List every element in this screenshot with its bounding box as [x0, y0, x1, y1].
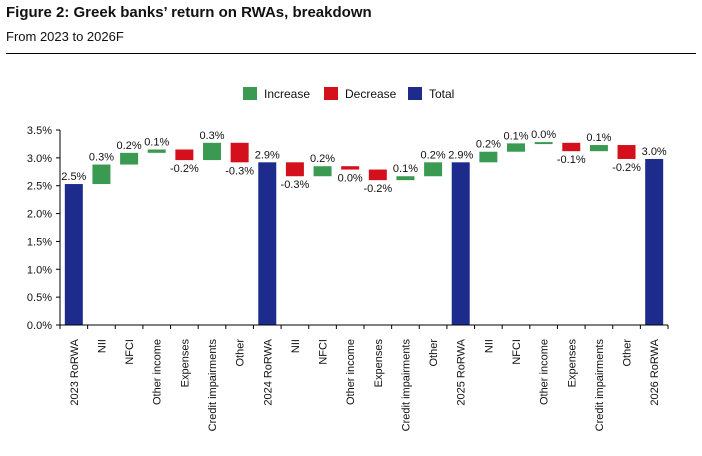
- bar-decrease: [341, 166, 360, 170]
- x-tick-label: 2026 RoRWA: [649, 338, 661, 405]
- bar-data-label: -0.3%: [225, 165, 254, 177]
- bar-increase: [203, 142, 221, 161]
- bar-decrease: [175, 149, 194, 161]
- bar-data-label: -0.2%: [170, 163, 199, 175]
- bar-decrease: [230, 142, 249, 163]
- x-tick-label: Credit impairments: [400, 339, 412, 432]
- x-tick-label: Other: [428, 339, 440, 367]
- bar-increase: [589, 145, 608, 152]
- bar-decrease: [368, 169, 387, 181]
- bar-increase: [120, 152, 139, 165]
- chart-subtitle: From 2023 to 2026F: [6, 29, 124, 44]
- x-tick-label: NFCI: [511, 339, 523, 365]
- x-tick-label: NII: [96, 339, 108, 353]
- bars: 2.5%0.3%0.2% 0.1%-0.2%0.3%-0.3%2.9%-0.3%0…: [61, 129, 667, 325]
- bar-data-label: -0.2%: [612, 162, 641, 174]
- x-axis: 2023 RoRWA NII NFCI Other income Expenses Cre…: [59, 324, 669, 432]
- legend-swatch-total: [408, 87, 422, 100]
- bar-data-label: -0.1%: [557, 154, 586, 166]
- x-tick-label: Other: [235, 339, 247, 367]
- x-tick-label: Credit impairments: [594, 339, 606, 432]
- legend-label-decrease: Decrease: [345, 87, 397, 101]
- bar-increase: [147, 149, 166, 153]
- x-tick-label: NII: [290, 339, 302, 353]
- x-tick-label: 2024 RoRWA: [262, 338, 274, 405]
- y-tick-label: 1.0%: [27, 264, 52, 276]
- bar-increase: [92, 164, 111, 185]
- bar-data-label: 0.2%: [117, 140, 142, 152]
- bar-data-label: 0.0%: [531, 129, 556, 141]
- bar-increase: [313, 166, 332, 177]
- bar-increase: [534, 142, 553, 145]
- bar-increase: [479, 151, 498, 163]
- x-tick-label: 2023 RoRWA: [69, 338, 81, 405]
- bar-data-label: 2.5%: [61, 171, 86, 183]
- bar-total: [451, 162, 470, 325]
- bar-data-label: 0.3%: [199, 130, 224, 142]
- bar-data-label: 0.1%: [586, 132, 611, 144]
- bar-data-label: 0.2%: [310, 153, 335, 165]
- y-tick-label: 3.5%: [27, 125, 52, 137]
- legend-swatch-increase: [243, 87, 257, 100]
- legend-label-increase: Increase: [264, 87, 310, 101]
- bar-total: [645, 158, 664, 325]
- x-tick-label: Other income: [539, 339, 551, 405]
- bar-increase: [424, 162, 443, 177]
- bar-data-label: 3.0%: [642, 146, 667, 158]
- title-divider: [6, 53, 696, 54]
- bar-data-label: 0.3%: [89, 152, 114, 164]
- bar-data-label: 2.9%: [255, 149, 280, 161]
- y-tick-label: 0.5%: [27, 292, 52, 304]
- bar-data-label: 0.2%: [421, 149, 446, 161]
- chart-title: Figure 2: Greek banks’ return on RWAs, b…: [6, 4, 372, 21]
- bar-decrease: [562, 142, 581, 152]
- bar-total: [64, 184, 83, 325]
- x-tick-label: Expenses: [566, 339, 578, 388]
- bar-data-label: 0.2%: [476, 139, 501, 151]
- bar-total: [258, 162, 277, 325]
- bar-data-label: -0.2%: [363, 183, 392, 195]
- x-tick-label: NFCI: [124, 339, 136, 365]
- bar-data-label: 0.1%: [144, 137, 169, 149]
- x-tick-label: Other: [622, 339, 634, 367]
- y-tick-label: 2.0%: [27, 209, 52, 221]
- legend-label-total: Total: [429, 87, 454, 101]
- y-axis: 0.0% 0.5% 1.0% 1.5% 2.0% 2.5% 3.0% 3.5%: [27, 125, 61, 332]
- x-tick-label: Expenses: [179, 339, 191, 388]
- x-tick-label: NII: [483, 339, 495, 353]
- bar-data-label: 0.0%: [338, 173, 363, 185]
- bar-decrease: [617, 145, 636, 159]
- bar-data-label: 0.1%: [393, 163, 418, 175]
- bar-decrease: [285, 162, 304, 177]
- x-tick-label: Credit impairments: [207, 339, 219, 432]
- x-tick-label: Other income: [152, 339, 164, 405]
- y-tick-label: 1.5%: [27, 236, 52, 248]
- y-tick-label: 2.5%: [27, 181, 52, 193]
- bar-increase: [396, 176, 415, 181]
- x-tick-label: Expenses: [373, 339, 385, 388]
- legend: Increase Decrease Total: [243, 87, 454, 101]
- bar-data-label: -0.3%: [281, 179, 310, 191]
- y-tick-label: 3.0%: [27, 153, 52, 165]
- x-tick-label: Other income: [345, 339, 357, 405]
- bar-data-label: 2.9%: [448, 149, 473, 161]
- bar-increase: [507, 143, 525, 152]
- x-tick-label: NFCI: [318, 339, 330, 365]
- y-tick-label: 0.0%: [27, 320, 52, 332]
- legend-swatch-decrease: [324, 87, 338, 100]
- bar-data-label: 0.1%: [503, 130, 528, 142]
- x-tick-label: 2025 RoRWA: [456, 338, 468, 405]
